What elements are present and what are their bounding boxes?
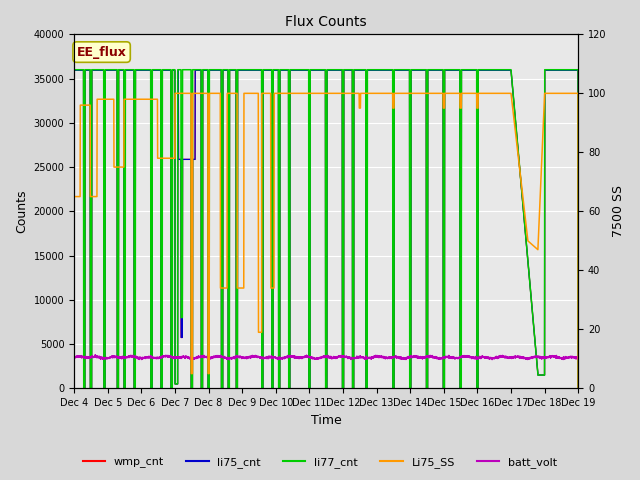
wmp_cnt [447, 68, 454, 73]
Li75_SS [162, 156, 170, 161]
Y-axis label: 7500 SS: 7500 SS [612, 185, 625, 237]
batt_volt [373, 354, 381, 360]
Li75_SS [574, 385, 582, 391]
li75_cnt [162, 68, 170, 73]
Line: batt_volt: batt_volt [74, 355, 578, 360]
Y-axis label: Counts: Counts [15, 190, 28, 233]
wmp_cnt [263, 68, 271, 73]
li75_cnt [398, 68, 406, 73]
Li75_SS [372, 90, 380, 96]
wmp_cnt [162, 68, 170, 73]
li77_cnt [80, 385, 88, 391]
wmp_cnt [485, 68, 493, 73]
li75_cnt [485, 68, 493, 73]
wmp_cnt [372, 68, 380, 73]
li77_cnt [447, 67, 454, 72]
Title: Flux Counts: Flux Counts [285, 15, 367, 29]
wmp_cnt [574, 385, 582, 391]
li77_cnt [372, 67, 380, 72]
batt_volt [398, 355, 406, 360]
Text: EE_flux: EE_flux [77, 46, 127, 59]
li77_cnt [485, 67, 493, 72]
Li75_SS [447, 90, 454, 96]
batt_volt [70, 354, 78, 360]
batt_volt [574, 356, 582, 361]
Li75_SS [70, 194, 78, 200]
li77_cnt [263, 67, 271, 72]
Li75_SS [485, 90, 493, 96]
Line: Li75_SS: Li75_SS [74, 93, 578, 388]
batt_volt [92, 352, 99, 358]
li77_cnt [162, 67, 170, 72]
li77_cnt [398, 67, 406, 72]
wmp_cnt [80, 385, 88, 391]
Line: wmp_cnt: wmp_cnt [74, 71, 578, 388]
batt_volt [263, 355, 271, 360]
batt_volt [162, 352, 170, 358]
batt_volt [447, 355, 454, 361]
Li75_SS [263, 90, 271, 96]
batt_volt [225, 357, 233, 363]
X-axis label: Time: Time [311, 414, 342, 427]
li75_cnt [263, 68, 271, 73]
li75_cnt [574, 385, 582, 391]
Line: li77_cnt: li77_cnt [74, 70, 578, 388]
Li75_SS [398, 90, 406, 96]
Legend: wmp_cnt, li75_cnt, li77_cnt, Li75_SS, batt_volt: wmp_cnt, li75_cnt, li77_cnt, Li75_SS, ba… [78, 452, 562, 472]
Li75_SS [171, 90, 179, 96]
wmp_cnt [398, 68, 406, 73]
batt_volt [485, 354, 493, 360]
li77_cnt [70, 67, 78, 72]
li75_cnt [447, 68, 454, 73]
wmp_cnt [70, 68, 78, 73]
li75_cnt [80, 385, 88, 391]
li75_cnt [372, 68, 380, 73]
li75_cnt [70, 68, 78, 73]
Line: li75_cnt: li75_cnt [74, 71, 578, 388]
li77_cnt [574, 385, 582, 391]
